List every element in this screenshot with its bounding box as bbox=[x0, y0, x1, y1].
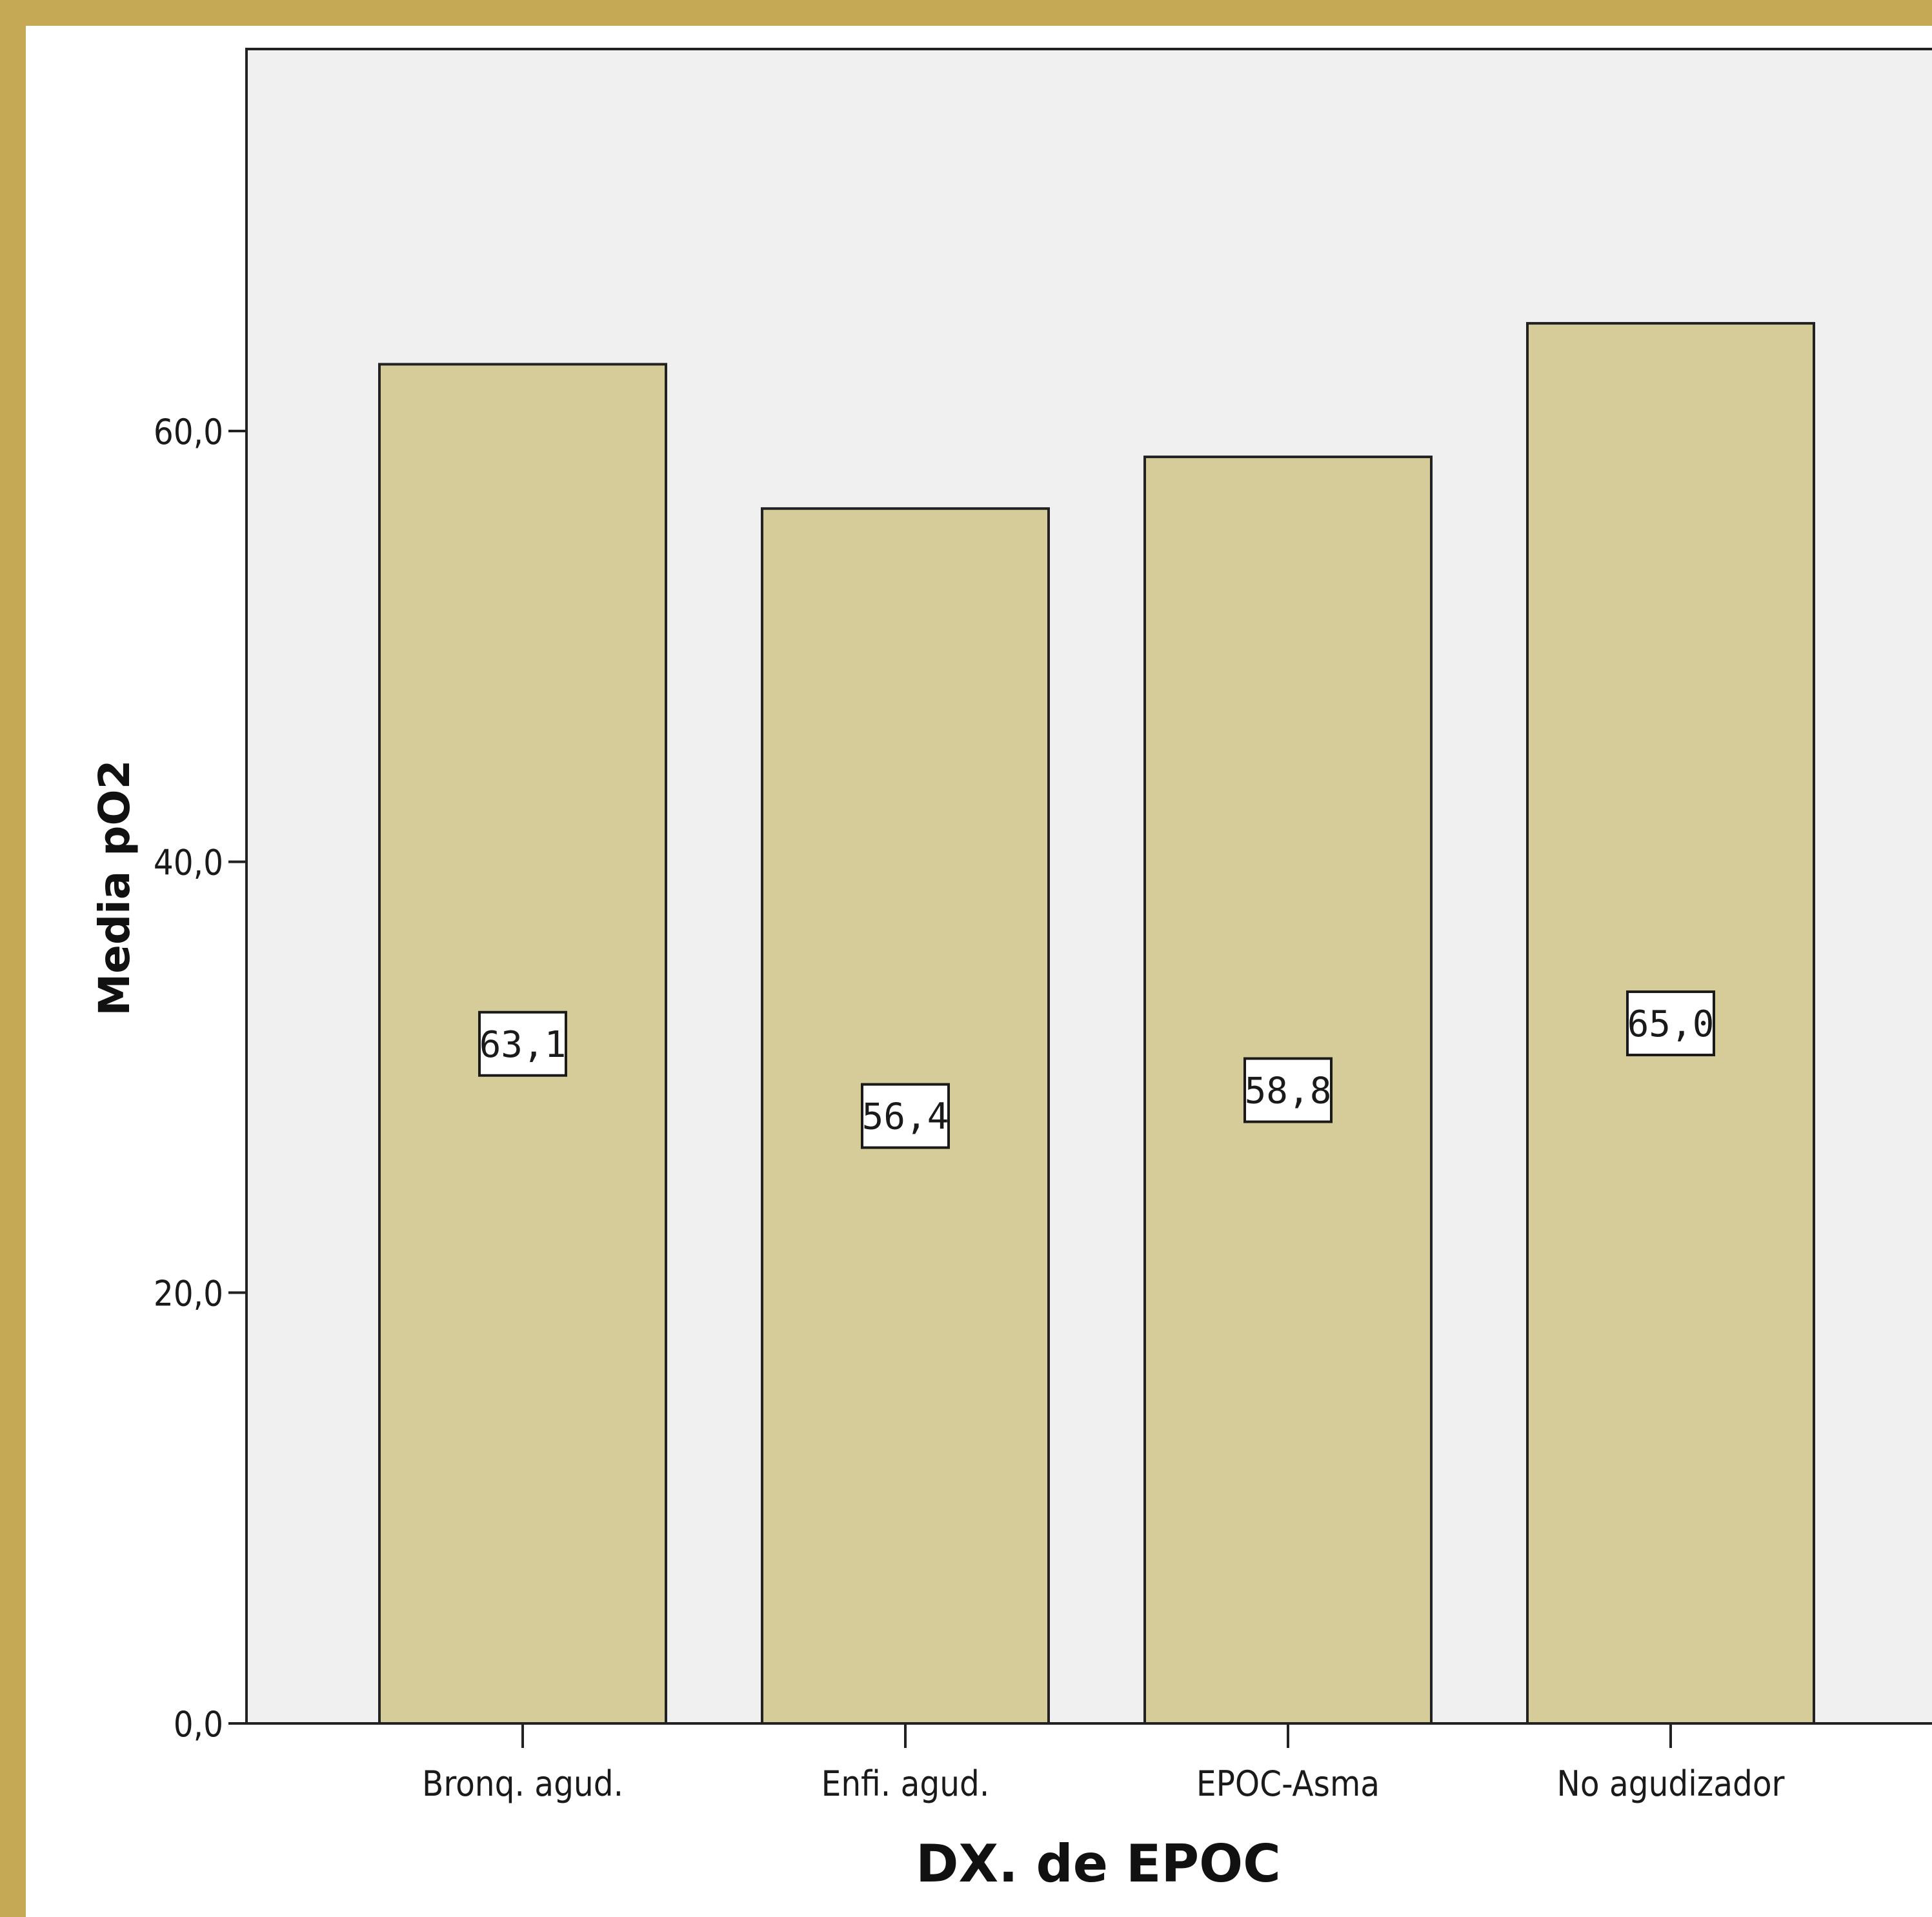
data-label-box-0 bbox=[478, 1010, 567, 1077]
x-axis-title: DX. de EPOC bbox=[916, 1834, 1281, 1894]
y-tick-label-0: 0,0 bbox=[174, 1704, 223, 1745]
y-tick-label-2: 40,0 bbox=[154, 843, 223, 883]
y-axis: 0,0 20,0 40,0 60,0 bbox=[154, 49, 248, 1745]
data-label-0: 63,1 bbox=[479, 1024, 567, 1066]
x-axis: Bronq. agud. Enfi. agud. EPOC-Asma No agudi… bbox=[247, 1722, 1932, 1804]
data-label-3: 65,0 bbox=[1627, 1003, 1715, 1045]
bar-chart: 63,1 56,4 58,8 65,0 0,0 20,0 40,0 60,0 Bronq. … bbox=[90, 48, 1932, 1894]
data-label-box-1 bbox=[861, 1083, 950, 1149]
data-label-2: 58,8 bbox=[1245, 1070, 1332, 1112]
data-label-1: 56,4 bbox=[862, 1096, 949, 1138]
x-tick-label-1: Enfi. agud. bbox=[821, 1763, 990, 1804]
x-tick-label-3: No agudizador bbox=[1556, 1763, 1784, 1804]
data-label-box-2 bbox=[1243, 1057, 1333, 1123]
x-tick-label-2: EPOC-Asma bbox=[1196, 1763, 1380, 1804]
y-axis-title: Media pO2 bbox=[90, 759, 139, 1016]
x-tick-label-0: Bronq. agud. bbox=[422, 1763, 623, 1804]
y-tick-label-1: 20,0 bbox=[154, 1273, 223, 1314]
data-labels-group: 63,1 56,4 58,8 65,0 bbox=[478, 990, 1715, 1149]
y-tick-label-3: 60,0 bbox=[154, 412, 223, 452]
data-label-box-3 bbox=[1626, 990, 1715, 1057]
chart-canvas: 63,1 56,4 58,8 65,0 0,0 20,0 40,0 60,0 Bronq. … bbox=[26, 26, 1932, 1917]
